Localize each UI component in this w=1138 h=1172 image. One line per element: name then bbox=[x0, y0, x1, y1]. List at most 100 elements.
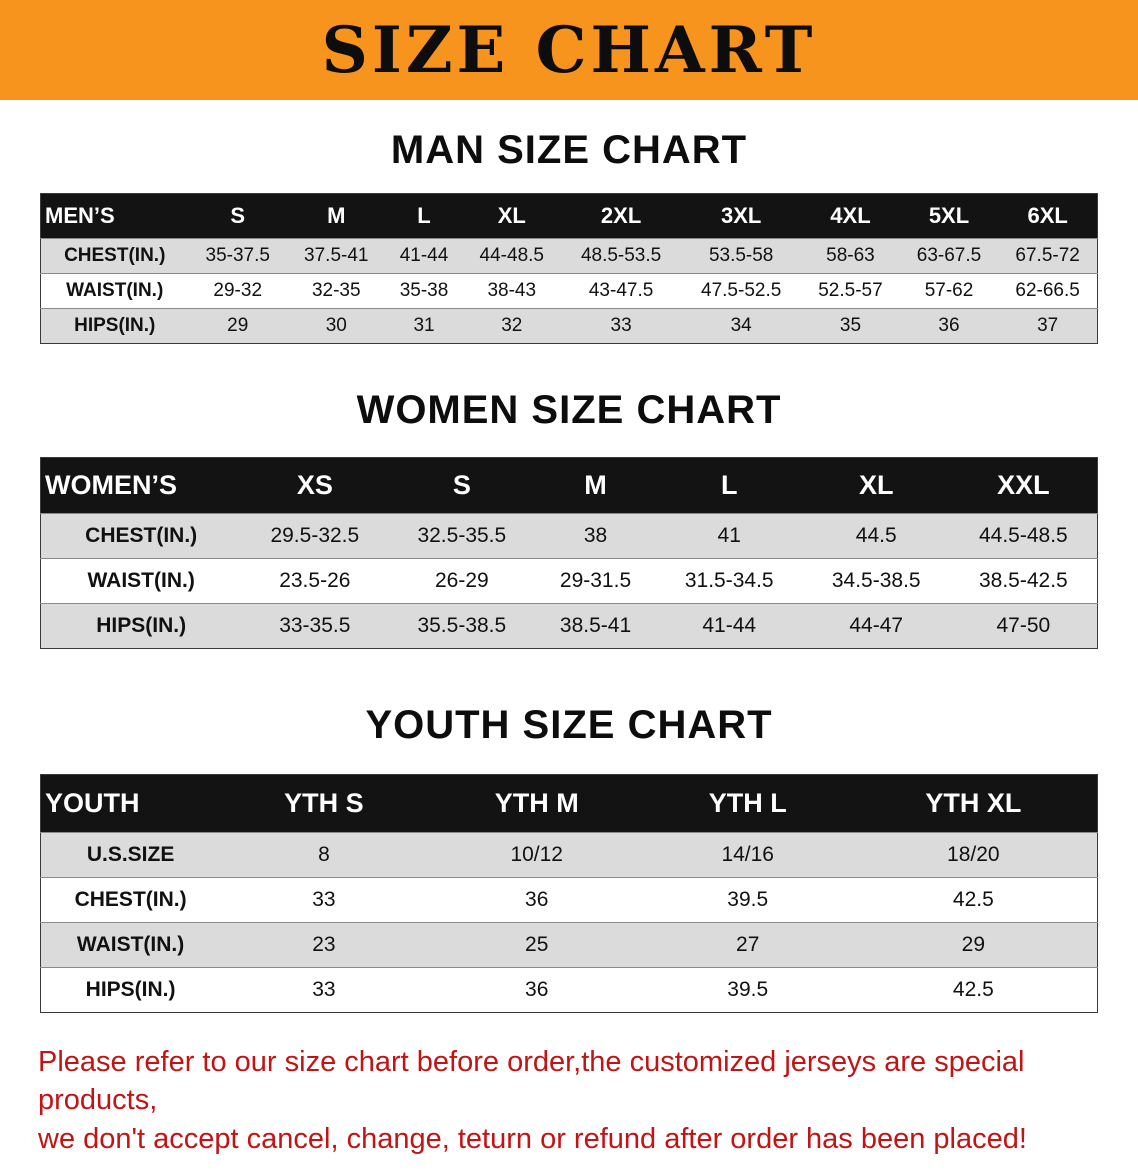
table-row: CHEST(IN.) 35-37.5 37.5-41 41-44 44-48.5 48.5… bbox=[40, 238, 1098, 274]
size-header-cell: XL bbox=[462, 193, 562, 239]
size-value-cell: 42.5 bbox=[849, 877, 1098, 923]
size-header-cell: YTH XL bbox=[849, 774, 1098, 833]
women-size-chart-section: WOMEN SIZE CHART WOMEN’S XS S M L XL XXL CHEST(… bbox=[0, 388, 1138, 649]
table-row: HIPS(IN.) 29 30 31 32 33 34 35 36 37 bbox=[40, 308, 1098, 344]
size-table: MEN’S S M L XL 2XL 3XL 4XL 5XL 6XL CHEST(IN.) 35-37… bbox=[40, 193, 1098, 344]
size-value-cell: 39.5 bbox=[645, 877, 850, 923]
table-title-cell: YOUTH bbox=[40, 774, 221, 833]
size-value-cell: 29 bbox=[188, 308, 287, 344]
row-label-cell: HIPS(IN.) bbox=[40, 967, 221, 1013]
size-value-cell: 23.5-26 bbox=[241, 558, 389, 604]
size-header-cell: XXL bbox=[949, 457, 1098, 514]
size-value-cell: 25 bbox=[427, 922, 646, 968]
size-value-cell: 26-29 bbox=[388, 558, 536, 604]
size-value-cell: 32 bbox=[462, 308, 562, 344]
size-value-cell: 23 bbox=[220, 922, 428, 968]
size-value-cell: 27 bbox=[645, 922, 850, 968]
size-header-cell: XL bbox=[802, 457, 950, 514]
size-chart-banner: SIZE CHART bbox=[0, 0, 1138, 100]
size-value-cell: 47-50 bbox=[949, 603, 1098, 649]
size-value-cell: 58-63 bbox=[801, 238, 900, 274]
table-row: WAIST(IN.) 23 25 27 29 bbox=[40, 922, 1098, 968]
size-value-cell: 14/16 bbox=[645, 832, 850, 878]
size-header-cell: 2XL bbox=[561, 193, 682, 239]
womens-size-table: WOMEN’S XS S M L XL XXL CHEST(IN.) 29.5-32.5 32.5… bbox=[0, 457, 1138, 649]
table-row: WAIST(IN.) 29-32 32-35 35-38 38-43 43-47.5 47.… bbox=[40, 273, 1098, 309]
size-value-cell: 48.5-53.5 bbox=[561, 238, 682, 274]
size-value-cell: 10/12 bbox=[427, 832, 646, 878]
size-value-cell: 34 bbox=[681, 308, 802, 344]
disclaimer-line-1: Please refer to our size chart before or… bbox=[38, 1046, 1025, 1117]
size-header-cell: M bbox=[535, 457, 656, 514]
size-value-cell: 32.5-35.5 bbox=[388, 513, 536, 559]
mens-size-table: MEN’S S M L XL 2XL 3XL 4XL 5XL 6XL CHEST(IN.) 35-37… bbox=[0, 193, 1138, 344]
table-row: CHEST(IN.) 29.5-32.5 32.5-35.5 38 41 44.5 44.5… bbox=[40, 513, 1098, 559]
row-label-cell: CHEST(IN.) bbox=[40, 513, 242, 559]
size-header-cell: YTH M bbox=[427, 774, 646, 833]
size-header-cell: 5XL bbox=[899, 193, 999, 239]
table-row: CHEST(IN.) 33 36 39.5 42.5 bbox=[40, 877, 1098, 923]
size-value-cell: 37 bbox=[998, 308, 1098, 344]
size-header-cell: 4XL bbox=[801, 193, 900, 239]
disclaimer-line-2: we don't accept cancel, change, teturn o… bbox=[38, 1122, 1027, 1155]
table-row: U.S.SIZE 8 10/12 14/16 18/20 bbox=[40, 832, 1098, 878]
man-size-chart-heading: MAN SIZE CHART bbox=[390, 128, 748, 172]
youth-size-table: YOUTH YTH S YTH M YTH L YTH XL U.S.SIZE 8 10/12… bbox=[0, 774, 1138, 1013]
row-label-cell: U.S.SIZE bbox=[40, 832, 221, 878]
size-value-cell: 44.5-48.5 bbox=[949, 513, 1098, 559]
size-value-cell: 30 bbox=[287, 308, 386, 344]
size-value-cell: 35-38 bbox=[385, 273, 463, 309]
size-value-cell: 38.5-41 bbox=[535, 603, 656, 649]
size-value-cell: 31.5-34.5 bbox=[655, 558, 803, 604]
size-value-cell: 41-44 bbox=[385, 238, 463, 274]
banner-title: SIZE CHART bbox=[321, 12, 817, 88]
row-label-cell: WAIST(IN.) bbox=[40, 922, 221, 968]
size-value-cell: 36 bbox=[899, 308, 999, 344]
man-size-chart-section: MAN SIZE CHART MEN’S S M L XL 2XL 3XL 4XL 5XL 6XL… bbox=[0, 128, 1138, 344]
size-value-cell: 36 bbox=[427, 877, 646, 923]
size-value-cell: 33 bbox=[220, 877, 428, 923]
size-value-cell: 52.5-57 bbox=[801, 273, 900, 309]
table-row: HIPS(IN.) 33-35.5 35.5-38.5 38.5-41 41-44 44-… bbox=[40, 603, 1098, 649]
size-value-cell: 36 bbox=[427, 967, 646, 1013]
size-value-cell: 18/20 bbox=[849, 832, 1098, 878]
table-row: HIPS(IN.) 33 36 39.5 42.5 bbox=[40, 967, 1098, 1013]
size-value-cell: 44-47 bbox=[802, 603, 950, 649]
size-value-cell: 39.5 bbox=[645, 967, 850, 1013]
row-label-cell: CHEST(IN.) bbox=[40, 877, 221, 923]
size-value-cell: 43-47.5 bbox=[561, 273, 682, 309]
row-label-cell: HIPS(IN.) bbox=[40, 308, 189, 344]
size-value-cell: 37.5-41 bbox=[287, 238, 386, 274]
size-header-cell: 3XL bbox=[681, 193, 802, 239]
row-label-cell: CHEST(IN.) bbox=[40, 238, 189, 274]
size-table: WOMEN’S XS S M L XL XXL CHEST(IN.) 29.5-32.5 32.5… bbox=[40, 457, 1098, 649]
size-value-cell: 29 bbox=[849, 922, 1098, 968]
row-label-cell: WAIST(IN.) bbox=[40, 273, 189, 309]
size-value-cell: 33 bbox=[220, 967, 428, 1013]
size-value-cell: 67.5-72 bbox=[998, 238, 1098, 274]
disclaimer-text: Please refer to our size chart before or… bbox=[38, 1043, 1100, 1158]
size-value-cell: 44.5 bbox=[802, 513, 950, 559]
size-value-cell: 33-35.5 bbox=[241, 603, 389, 649]
size-value-cell: 62-66.5 bbox=[998, 273, 1098, 309]
size-header-cell: L bbox=[655, 457, 803, 514]
size-value-cell: 42.5 bbox=[849, 967, 1098, 1013]
size-value-cell: 63-67.5 bbox=[899, 238, 999, 274]
size-value-cell: 41-44 bbox=[655, 603, 803, 649]
size-header-cell: YTH L bbox=[645, 774, 850, 833]
size-header-cell: S bbox=[388, 457, 536, 514]
size-value-cell: 32-35 bbox=[287, 273, 386, 309]
size-value-cell: 29-31.5 bbox=[535, 558, 656, 604]
table-row: WAIST(IN.) 23.5-26 26-29 29-31.5 31.5-34.5 34… bbox=[40, 558, 1098, 604]
size-value-cell: 57-62 bbox=[899, 273, 999, 309]
size-value-cell: 47.5-52.5 bbox=[681, 273, 802, 309]
size-value-cell: 29-32 bbox=[188, 273, 287, 309]
size-value-cell: 31 bbox=[385, 308, 463, 344]
size-value-cell: 34.5-38.5 bbox=[802, 558, 950, 604]
size-value-cell: 38 bbox=[535, 513, 656, 559]
size-header-cell: L bbox=[385, 193, 463, 239]
size-value-cell: 44-48.5 bbox=[462, 238, 562, 274]
size-table: YOUTH YTH S YTH M YTH L YTH XL U.S.SIZE 8 10/12… bbox=[40, 774, 1098, 1013]
size-header-cell: M bbox=[287, 193, 386, 239]
row-label-cell: WAIST(IN.) bbox=[40, 558, 242, 604]
